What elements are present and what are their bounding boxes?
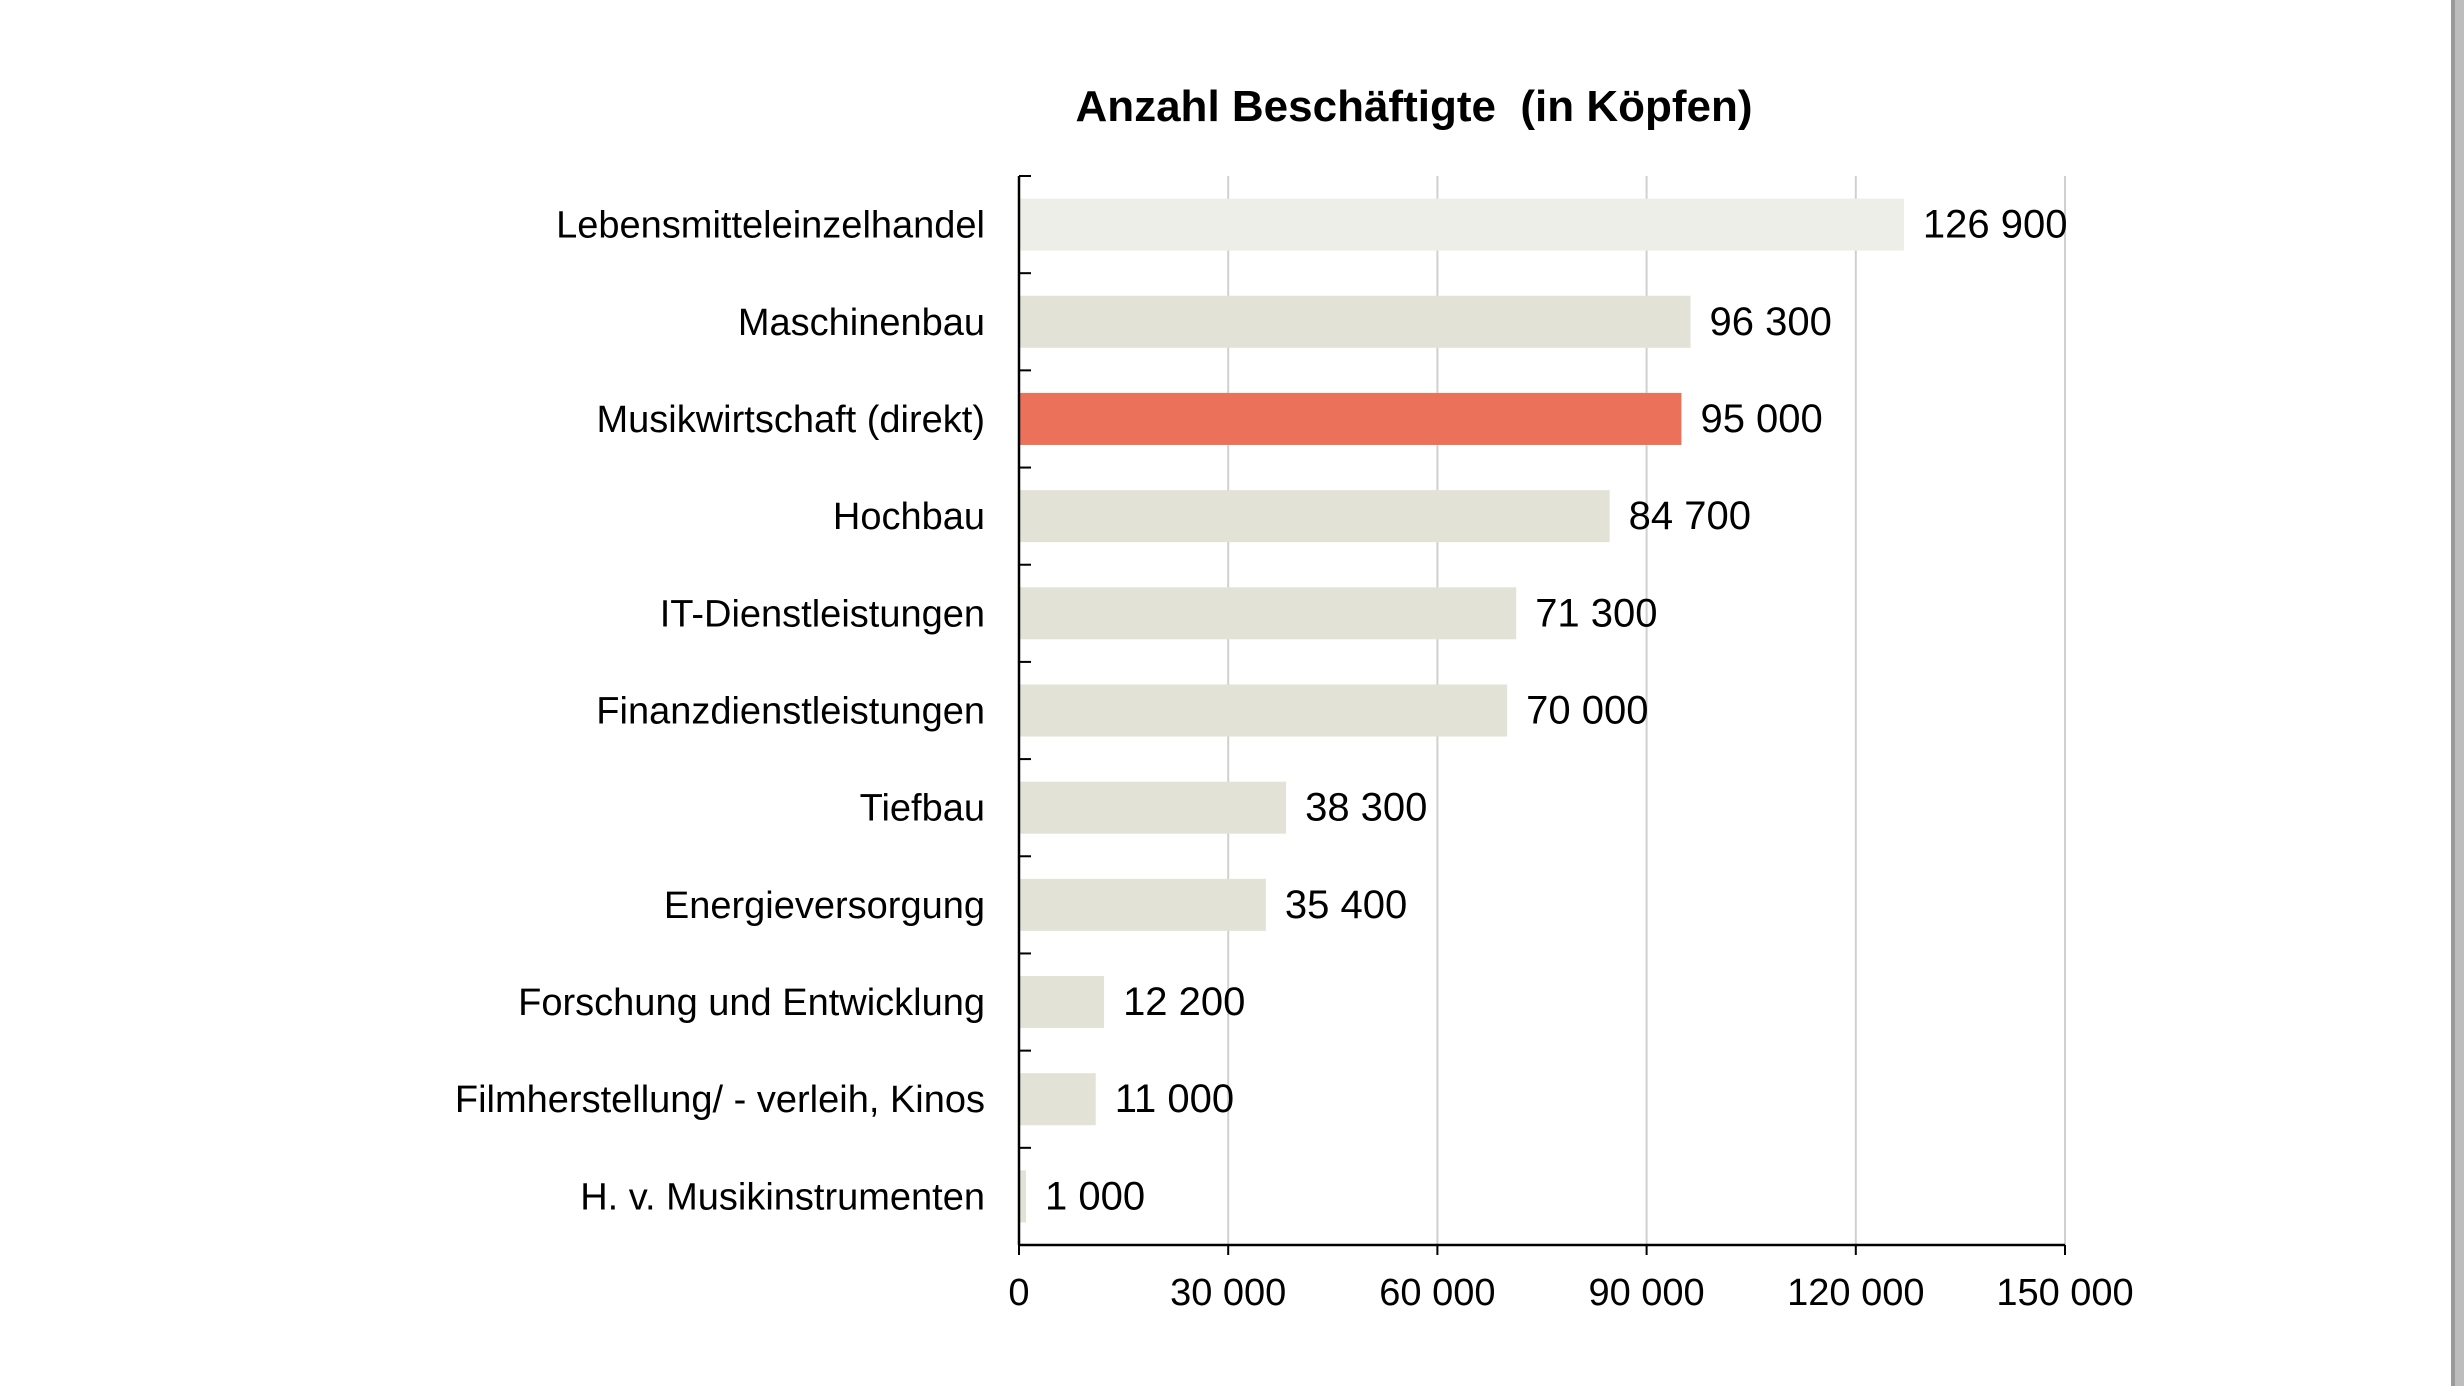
category-label: Filmherstellung/ - verleih, Kinos: [455, 1079, 985, 1121]
category-label: Maschinenbau: [738, 302, 985, 344]
x-tick-label: 90 000: [1588, 1272, 1704, 1314]
bar: [1019, 781, 1287, 834]
x-tick-label: 60 000: [1379, 1272, 1495, 1314]
bar: [1019, 976, 1105, 1029]
bars: [1019, 198, 1904, 1223]
data-label: 70 000: [1526, 689, 1648, 733]
bar: [1019, 587, 1517, 640]
x-tick-label: 30 000: [1170, 1272, 1286, 1314]
x-tick-label: 0: [1008, 1272, 1029, 1314]
data-label: 12 200: [1123, 980, 1245, 1024]
data-label: 95 000: [1700, 397, 1822, 441]
bar: [1019, 878, 1266, 931]
data-label: 126 900: [1923, 203, 2068, 247]
bar-highlight: [1019, 392, 1682, 445]
category-label: H. v. Musikinstrumenten: [580, 1176, 985, 1218]
data-label: 35 400: [1285, 883, 1407, 927]
gridlines: [1227, 176, 2066, 1245]
data-label: 11 000: [1115, 1077, 1234, 1121]
data-label: 96 300: [1710, 300, 1832, 344]
data-label: 38 300: [1305, 786, 1427, 830]
x-tick-label: 120 000: [1787, 1272, 1924, 1314]
category-label: Hochbau: [833, 496, 985, 538]
category-label: Lebensmitteleinzelhandel: [556, 205, 985, 247]
category-label: Finanzdienstleistungen: [596, 691, 985, 733]
axes: [1017, 175, 2066, 1255]
bar: [1019, 295, 1691, 348]
category-label: Forschung und Entwicklung: [518, 982, 985, 1024]
data-label: 84 700: [1629, 494, 1751, 538]
category-label: IT-Dienstleistungen: [660, 593, 985, 635]
data-label: 1 000: [1045, 1174, 1145, 1218]
bar: [1019, 1170, 1026, 1223]
bar: [1019, 490, 1610, 543]
data-label: 71 300: [1535, 591, 1657, 635]
category-label: Tiefbau: [860, 788, 985, 830]
bar: [1019, 684, 1508, 737]
window-edge-shadow: [2451, 0, 2455, 1386]
chart-title: Anzahl Beschäftigte (in Köpfen): [1075, 82, 1752, 131]
x-tick-label: 150 000: [1996, 1272, 2133, 1314]
labels: 0 30 000 60 000 90 000 120 000 150 000 Lebensm…: [455, 203, 2134, 1314]
category-label: Musikwirtschaft (direkt): [597, 399, 986, 441]
bar: [1019, 1073, 1096, 1126]
bar: [1019, 198, 1904, 251]
category-label: Energieversorgung: [664, 885, 985, 927]
